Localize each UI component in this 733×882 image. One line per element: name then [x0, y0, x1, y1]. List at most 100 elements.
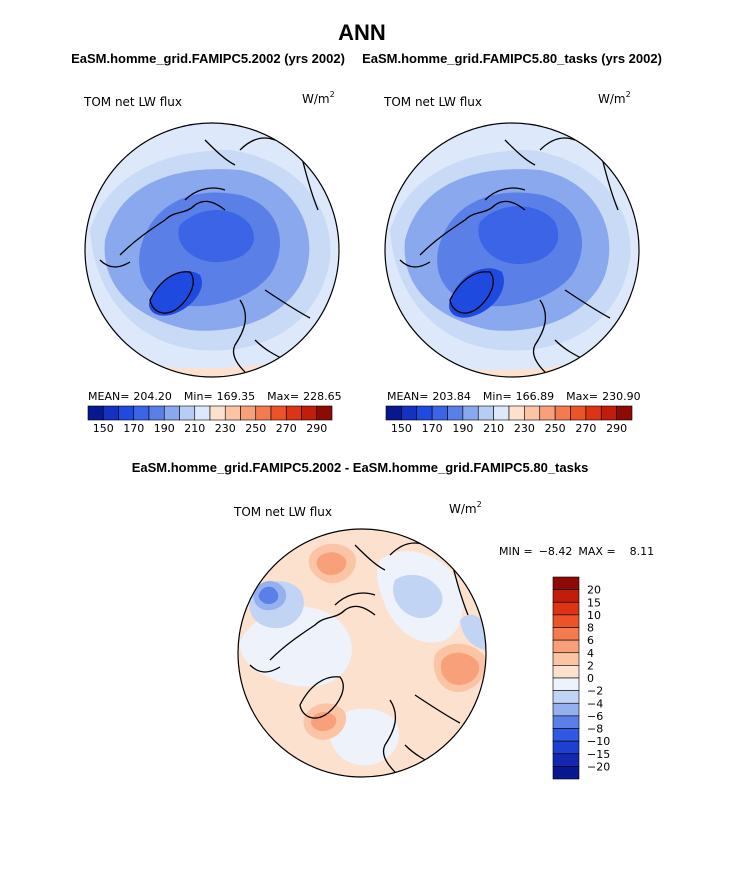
left-mean-value: 204.20: [133, 390, 172, 403]
figure-title: ANN: [338, 20, 386, 45]
diff-colorbar-swatch-0: [552, 576, 580, 590]
left-map-outline: [84, 122, 340, 378]
left-colorbar-swatch-8: [209, 405, 226, 421]
diff-min-label: MIN =: [499, 545, 533, 558]
diff-colorbar-tick-label-11: −8: [587, 723, 603, 736]
diff-colorbar-swatch-6: [552, 652, 580, 666]
left-colorbar-swatch-0: [87, 405, 104, 421]
left-colorbar-tick-label-6: 270: [276, 422, 297, 435]
right-coast-1: [419, 187, 547, 373]
diff-max-label: MAX =: [578, 545, 615, 558]
right-colorbar-tick-label-7: 290: [606, 422, 627, 435]
diff-field-label: TOM net LW flux: [233, 505, 332, 519]
diff-units-exp: 2: [477, 500, 482, 509]
right-colorbar-swatch-1: [401, 405, 418, 421]
right-units-exp: 2: [626, 90, 631, 99]
left-colorbar-swatch-2: [118, 405, 135, 421]
diff-coast-1: [269, 592, 397, 773]
right-mean-label: MEAN=: [387, 390, 428, 403]
left-colorbar-tick-label-0: 150: [93, 422, 114, 435]
diff-colorbar-swatch-7: [552, 665, 580, 679]
diff-region-pos-4: [316, 552, 347, 576]
diff-colorbar-swatch-1: [552, 589, 580, 603]
right-colorbar-swatch-8: [508, 405, 525, 421]
diff-colorbar-tick-label-10: −6: [587, 710, 603, 723]
right-colorbar: 150 170 190 210 230 250 270 290: [385, 405, 633, 435]
left-max-label: Max=: [267, 390, 299, 403]
diff-coast-2: [249, 542, 469, 766]
diff-colorbar-tick-label-14: −20: [587, 760, 610, 773]
diff-colorbar-swatch-3: [552, 614, 580, 628]
right-colorbar-swatch-13: [585, 405, 602, 421]
left-colorbar-swatch-4: [148, 405, 165, 421]
right-units: W/m2: [598, 90, 631, 106]
diff-stats: MIN = −8.42 MAX = 8.11: [499, 545, 654, 558]
right-min-value: 166.89: [516, 390, 555, 403]
diff-colorbar-swatch-13: [552, 740, 580, 755]
diff-region-pos-6: [311, 712, 337, 732]
left-colorbar-swatch-5: [163, 405, 180, 421]
right-colorbar-swatch-10: [539, 405, 556, 421]
left-units-exp: 2: [330, 90, 335, 99]
diff-colorbar-tick-label-5: 4: [587, 647, 594, 660]
right-colorbar-swatch-5: [462, 405, 479, 421]
right-colorbar-swatch-15: [616, 405, 633, 421]
diff-colorbar-swatch-5: [552, 639, 580, 654]
right-colorbar-tick-label-5: 250: [545, 422, 566, 435]
diff-colorbar-tick-label-3: 8: [587, 622, 594, 635]
diff-region-pos-2: [440, 652, 479, 685]
diff-colorbar-swatch-9: [552, 690, 580, 704]
right-map-outline: [384, 122, 640, 378]
right-colorbar-swatch-2: [416, 405, 433, 421]
left-colorbar-swatch-11: [255, 405, 272, 421]
diff-colorbar-swatch-14: [552, 753, 580, 767]
left-colorbar-swatch-9: [224, 405, 241, 421]
diff-units-base: W/m: [449, 502, 477, 516]
left-panel-title: EaSM.homme_grid.FAMIPC5.2002 (yrs 2002): [71, 51, 345, 66]
diff-min-value: −8.42: [539, 545, 573, 558]
right-colorbar-swatch-6: [477, 405, 494, 421]
diff-colorbar-tick-label-9: −4: [587, 697, 603, 710]
left-colorbar: 150 170 190 210 230 250 270 290: [87, 405, 333, 435]
left-colorbar-swatch-14: [301, 405, 318, 421]
right-min-label: Min=: [483, 390, 512, 403]
right-colorbar-tick-label-0: 150: [391, 422, 412, 435]
left-field-label: TOM net LW flux: [83, 95, 182, 109]
diff-region-neg-2: [393, 574, 443, 619]
right-colorbar-swatch-11: [554, 405, 571, 421]
diff-colorbar-swatch-10: [552, 702, 580, 717]
diff-map-outline: [237, 528, 487, 778]
diff-colorbar-swatch-2: [552, 601, 580, 616]
right-colorbar-swatch-12: [570, 405, 587, 421]
left-colorbar-swatch-10: [240, 405, 257, 421]
right-colorbar-swatch-7: [493, 405, 510, 421]
diff-region-neg-5: [258, 586, 279, 604]
right-coast-2: [399, 137, 619, 361]
right-mean-value: 203.84: [432, 390, 471, 403]
left-colorbar-tick-label-4: 230: [215, 422, 236, 435]
diff-region-neg-3: [460, 614, 486, 650]
left-min-label: Min=: [184, 390, 213, 403]
right-max-label: Max=: [566, 390, 598, 403]
left-colorbar-swatch-7: [194, 405, 211, 421]
right-colorbar-tick-label-3: 210: [483, 422, 504, 435]
right-colorbar-swatch-4: [447, 405, 464, 421]
left-stats: MEAN= 204.20 Min= 169.35 Max= 228.65: [88, 390, 342, 403]
right-colorbar-swatch-0: [385, 405, 402, 421]
right-panel-title: EaSM.homme_grid.FAMIPC5.80_tasks (yrs 20…: [362, 51, 662, 66]
left-colorbar-tick-label-2: 190: [154, 422, 175, 435]
diff-colorbar-tick-label-0: 20: [587, 584, 601, 597]
left-region-deep: [178, 210, 254, 263]
diff-max-value: 8.11: [630, 545, 655, 558]
left-colorbar-tick-label-1: 170: [123, 422, 144, 435]
left-min-value: 169.35: [217, 390, 256, 403]
right-field-label: TOM net LW flux: [383, 95, 482, 109]
diff-colorbar-tick-label-2: 10: [587, 609, 601, 622]
diff-units: W/m2: [449, 500, 482, 516]
diff-colorbar-tick-label-12: −10: [587, 735, 610, 748]
diff-colorbar-tick-label-6: 2: [587, 659, 594, 672]
right-colorbar-tick-label-2: 190: [452, 422, 473, 435]
left-colorbar-swatch-15: [316, 405, 333, 421]
